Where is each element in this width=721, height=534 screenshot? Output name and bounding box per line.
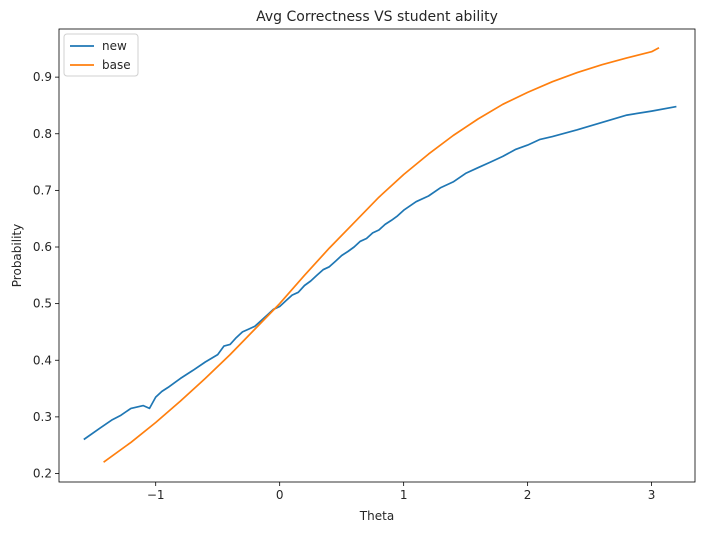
y-tick-label: 0.2 (33, 467, 52, 481)
legend-label-base: base (102, 58, 131, 72)
x-tick-label: 0 (276, 488, 284, 502)
y-tick-label: 0.6 (33, 240, 52, 254)
y-tick-label: 0.3 (33, 410, 52, 424)
x-axis-label: Theta (359, 509, 394, 523)
x-tick-label: 3 (648, 488, 656, 502)
x-tick-label: −1 (147, 488, 165, 502)
y-tick-label: 0.7 (33, 183, 52, 197)
y-tick-label: 0.8 (33, 127, 52, 141)
y-axis-label: Probability (10, 224, 24, 287)
x-tick-label: 2 (524, 488, 532, 502)
ticks: −1 0 1 2 3 0.2 0.3 0.4 0.5 0.6 0.7 0.8 0.9 (33, 70, 656, 502)
series-line-base (103, 46, 660, 463)
series-layer (83, 46, 677, 463)
x-tick-label: 1 (400, 488, 408, 502)
plot-area (58, 28, 696, 483)
chart-title: Avg Correctness VS student ability (256, 9, 498, 25)
y-tick-label: 0.9 (33, 70, 52, 84)
series-line-new (83, 105, 677, 441)
y-tick-label: 0.5 (33, 297, 52, 311)
plot-frame (58, 28, 696, 483)
y-tick-label: 0.4 (33, 353, 52, 367)
legend-label-new: new (102, 39, 127, 53)
legend: new base (63, 33, 139, 77)
